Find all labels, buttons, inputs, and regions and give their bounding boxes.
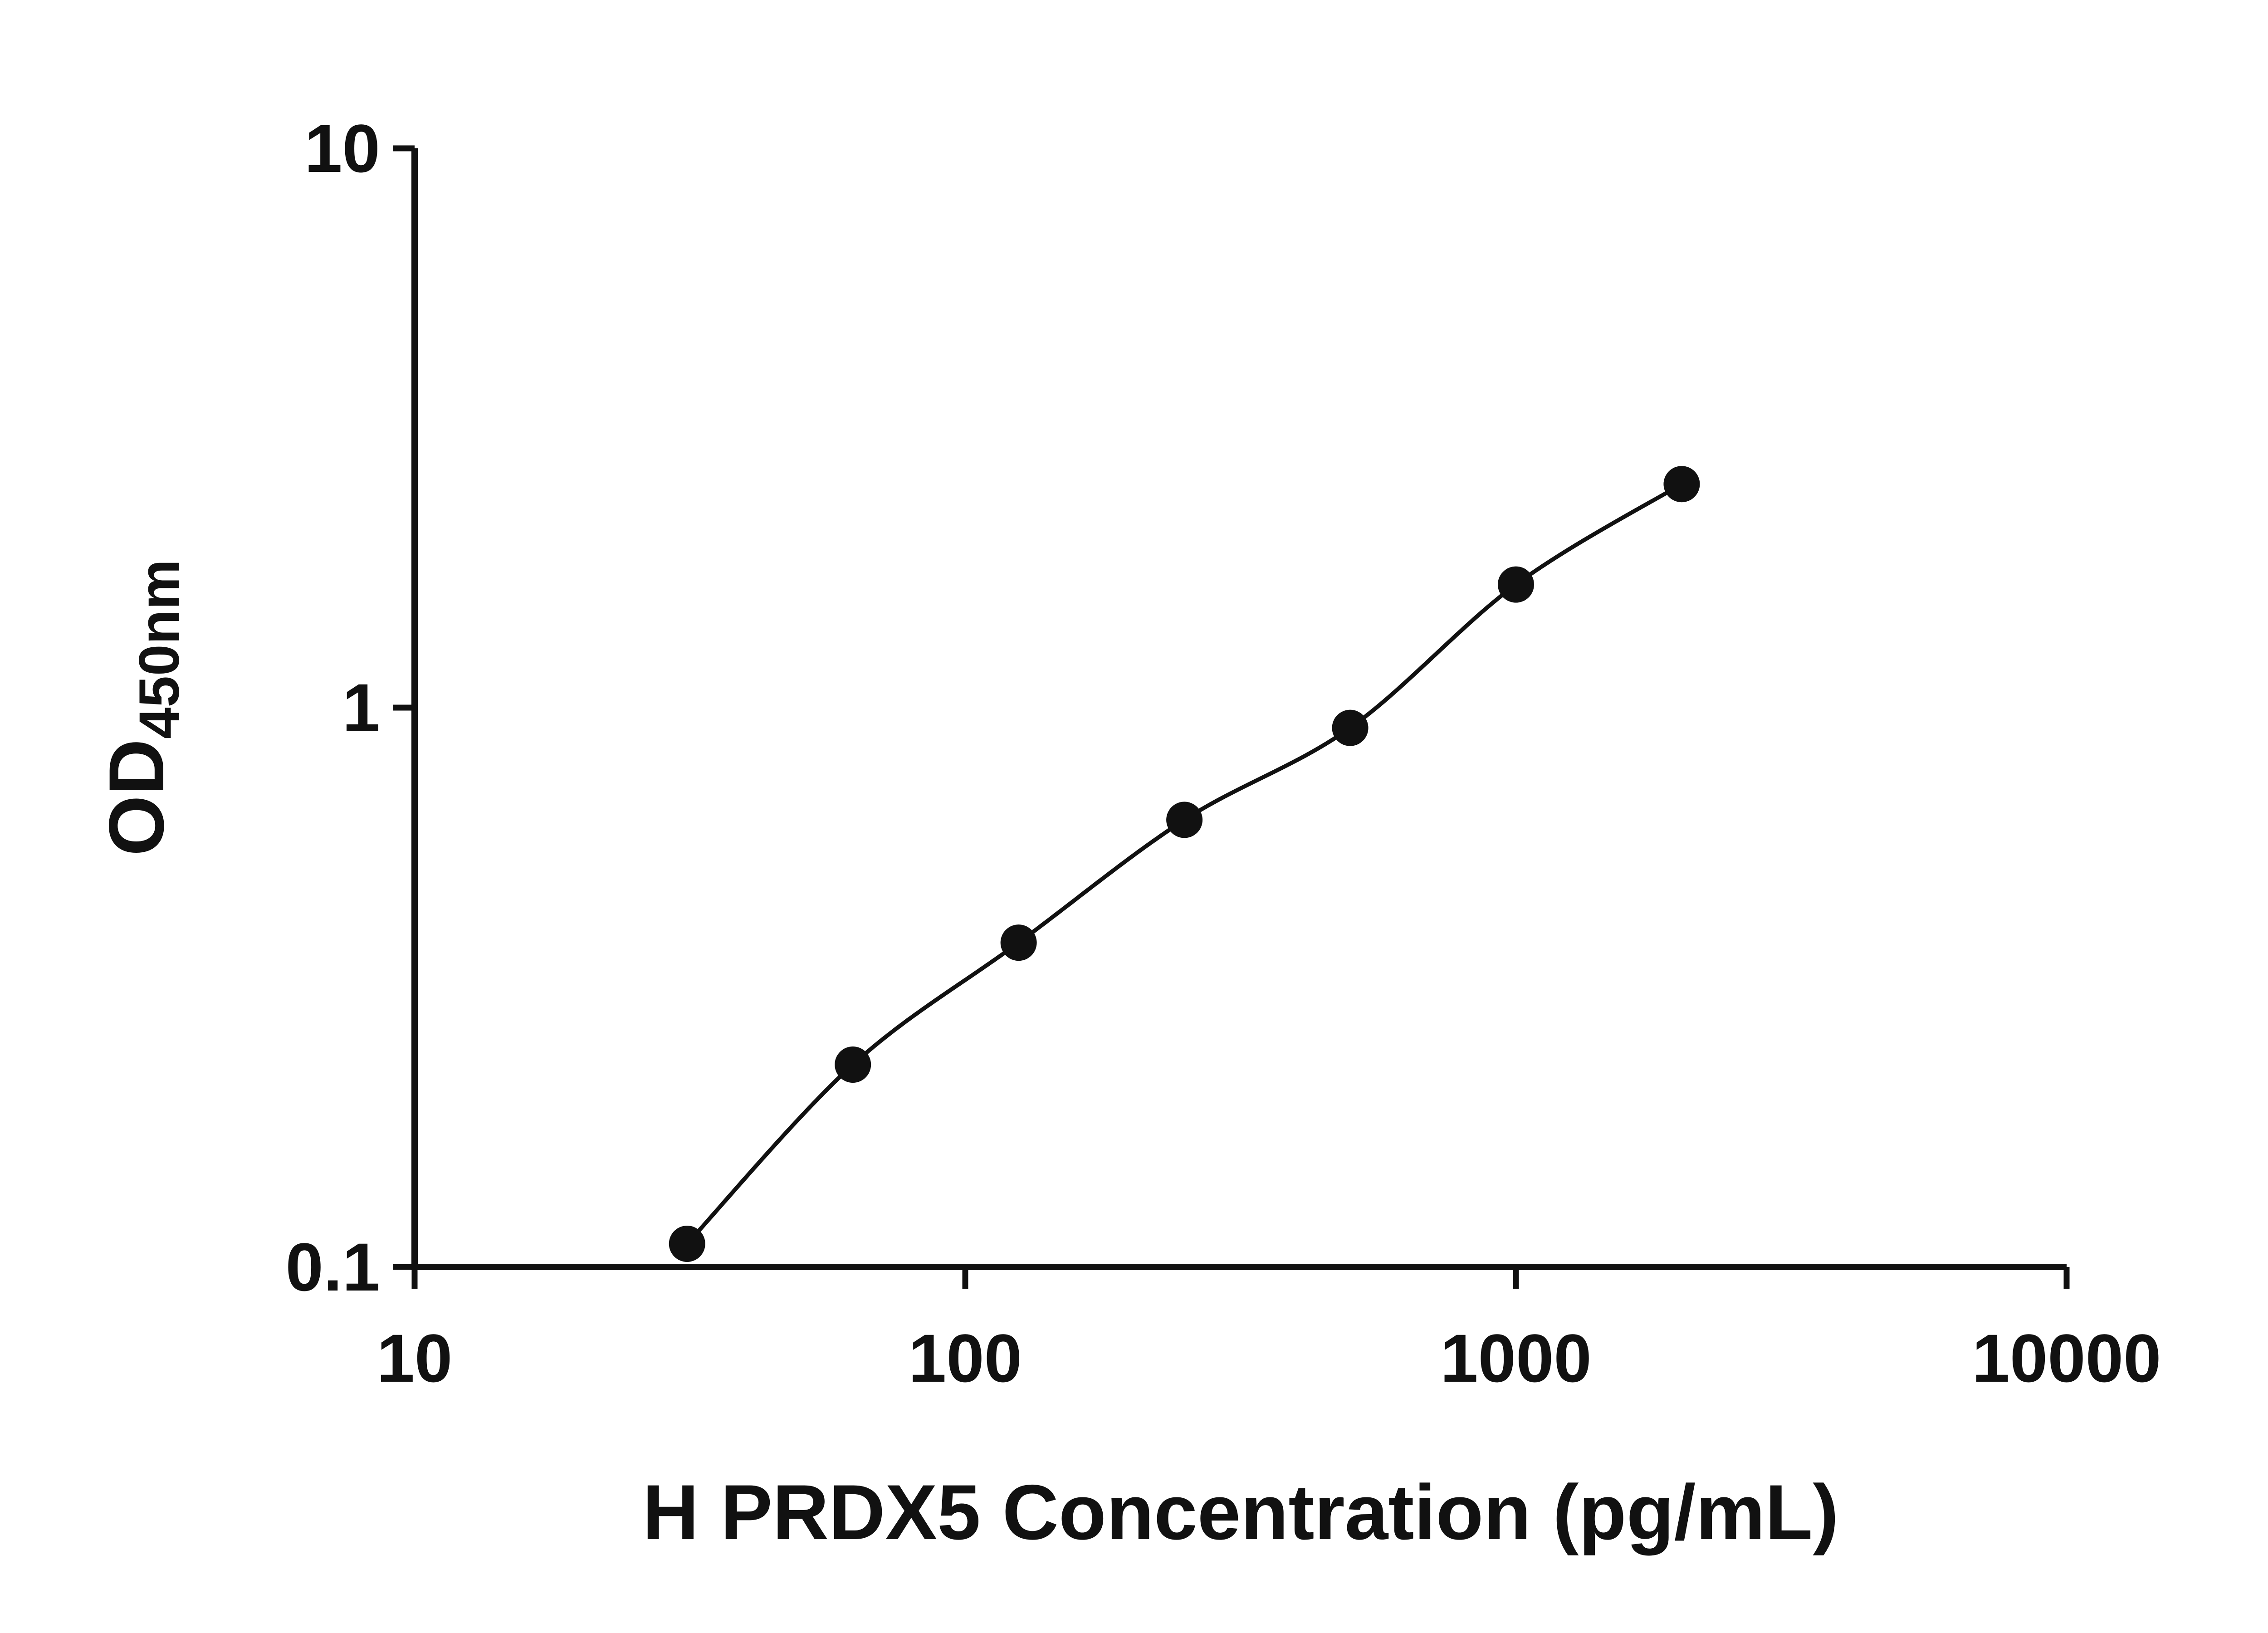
data-point [1498, 566, 1534, 603]
data-point [835, 1046, 871, 1083]
y-axis-title-main: OD [93, 739, 180, 856]
data-point [669, 1225, 705, 1262]
data-point [1663, 466, 1700, 503]
y-axis-tick-label: 10 [304, 110, 380, 186]
y-axis-title-subscript: 450nm [128, 559, 191, 739]
x-axis-tick-label: 1000 [1440, 1320, 1592, 1396]
y-axis-tick-label: 0.1 [285, 1229, 380, 1305]
x-axis-tick-label: 10 [377, 1320, 453, 1396]
data-point [1166, 802, 1203, 838]
x-axis-title: H PRDX5 Concentration (pg/mL) [642, 1469, 1838, 1556]
y-axis-tick-label: 1 [342, 670, 380, 746]
data-point [1000, 924, 1037, 961]
x-axis-tick-label: 100 [909, 1320, 1022, 1396]
y-axis-title: OD450nm [93, 559, 191, 856]
x-axis-tick-label: 10000 [1972, 1320, 2161, 1396]
data-point [1332, 709, 1369, 746]
